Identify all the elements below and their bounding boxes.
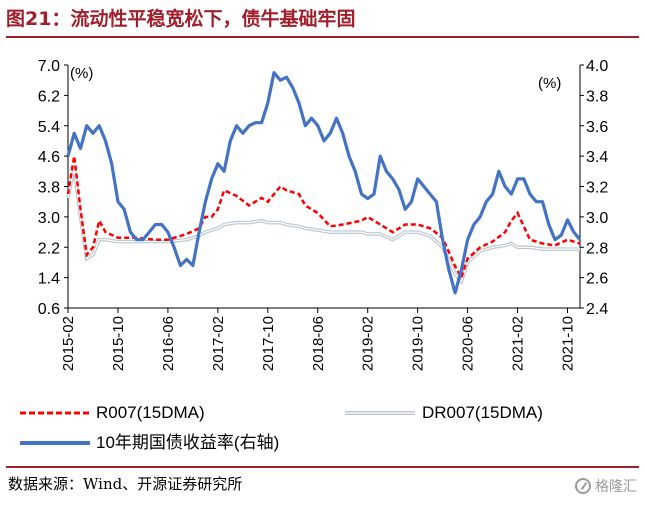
- left-tick-label: 6.2: [38, 88, 60, 105]
- right-tick-label: 3.0: [586, 210, 608, 227]
- x-tick-label: 2015-02: [60, 316, 77, 371]
- left-tick-label: 3.8: [38, 180, 60, 197]
- page-title: 图21：流动性平稳宽松下，债牛基础牢固: [6, 8, 356, 30]
- x-tick-label: 2018-06: [310, 316, 327, 371]
- legend-label: DR007(15DMA): [422, 403, 543, 422]
- right-tick-label: 4.0: [586, 58, 608, 75]
- right-tick-label: 3.8: [586, 88, 608, 105]
- x-tick-label: 2020-06: [460, 316, 477, 371]
- watermark: 格隆汇: [575, 476, 637, 496]
- left-tick-label: 2.2: [38, 240, 60, 257]
- watermark-text: 格隆汇: [595, 479, 637, 495]
- legend-label: R007(15DMA): [96, 403, 205, 422]
- x-tick-label: 2019-10: [410, 316, 427, 371]
- right-tick-label: 3.4: [586, 149, 608, 166]
- x-tick-label: 2017-10: [260, 316, 277, 371]
- legend-label: 10年期国债收益率(右轴): [96, 433, 279, 452]
- left-tick-label: 7.0: [38, 58, 60, 75]
- left-unit-label: (%): [70, 65, 93, 82]
- r007-series-line: [66, 155, 581, 281]
- dr007-series-inner: [67, 167, 580, 283]
- source-note: 数据来源：Wind、开源证券研究所: [8, 475, 243, 493]
- right-tick-label: 2.6: [586, 271, 608, 288]
- x-tick-label: 2017-02: [210, 316, 227, 371]
- left-tick-label: 5.4: [38, 119, 60, 136]
- right-unit-label: (%): [538, 75, 561, 92]
- left-tick-label: 0.6: [38, 301, 60, 318]
- source-divider: [6, 466, 639, 468]
- x-tick-label: 2021-10: [560, 316, 577, 371]
- line-chart: 7.0 6.2 5.4 4.6 3.8 3.0 2.2 1.4 0.6 4.0 3.8 3.6 3.4 3…: [20, 58, 608, 452]
- x-tick-label: 2016-06: [160, 316, 177, 371]
- x-tick-label: 2021-02: [510, 316, 527, 371]
- left-tick-label: 4.6: [38, 149, 60, 166]
- right-tick-label: 2.4: [586, 301, 608, 318]
- watermark-logo-icon: [575, 478, 591, 494]
- x-tick-label: 2015-10: [110, 316, 127, 371]
- right-tick-label: 3.2: [586, 180, 608, 197]
- title-divider: [6, 36, 639, 38]
- bond-yield-series-line: [66, 71, 582, 295]
- left-tick-label: 1.4: [38, 271, 60, 288]
- x-tick-label: 2019-02: [360, 316, 377, 371]
- right-tick-label: 3.6: [586, 119, 608, 136]
- left-tick-label: 3.0: [38, 210, 60, 227]
- right-tick-label: 2.8: [586, 240, 608, 257]
